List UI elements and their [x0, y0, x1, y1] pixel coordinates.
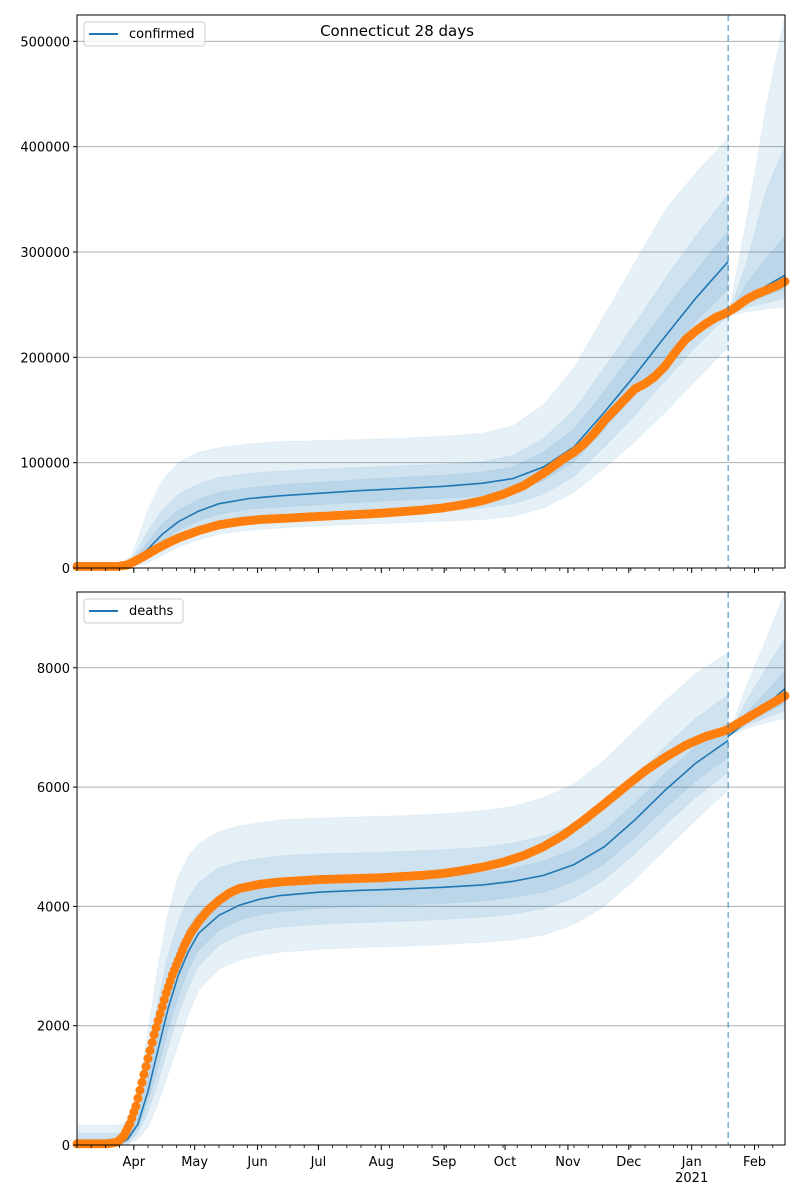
x-tick-label: Apr [123, 1155, 146, 1170]
observed-point [139, 1069, 149, 1079]
x-tick-label: Dec [616, 1155, 641, 1170]
y-tick-label: 300000 [20, 246, 70, 261]
legend-label: deaths [129, 604, 174, 619]
observed-points [72, 277, 790, 571]
confidence-bands [76, 591, 786, 1146]
confidence-bands [76, 14, 786, 569]
confirmed-panel: 0 100000 200000 300000 400000 500000 Connecti… [20, 14, 790, 577]
legend-box [83, 21, 206, 47]
axes-border [76, 591, 786, 1146]
y-tick-label: 8000 [37, 662, 70, 677]
band-outer [76, 651, 729, 1146]
observed-point [155, 1009, 165, 1019]
legend-box [83, 598, 184, 624]
observed-point [143, 1054, 153, 1063]
axes-frame [76, 14, 786, 569]
model-series-line [77, 739, 729, 1146]
deaths-panel: 0 2000 4000 6000 8000 Apr May Jun Jul Aug Sep Oct N… [37, 591, 790, 1186]
y-tick-label: 4000 [37, 900, 70, 915]
legend: confirmed [83, 21, 206, 47]
observed-point [137, 1077, 147, 1087]
y-tick-label: 2000 [37, 1020, 70, 1035]
y-tick-label: 100000 [20, 457, 70, 472]
observed-point [133, 1093, 143, 1103]
y-tick-label: 200000 [20, 351, 70, 366]
observed-point [151, 1023, 161, 1033]
x-tick-label: May [181, 1155, 208, 1170]
y-axis-ticks: 0 100000 200000 300000 400000 500000 [20, 35, 77, 577]
x-axis-ticks [76, 568, 774, 573]
x-year-label: 2021 [675, 1171, 708, 1186]
grid-lines [77, 667, 785, 1027]
y-tick-label: 500000 [20, 35, 70, 50]
x-tick-label: Feb [743, 1155, 766, 1170]
axes-frame [76, 591, 786, 1146]
x-tick-label: Jan [681, 1155, 702, 1170]
observed-point [147, 1038, 157, 1048]
y-axis-ticks: 0 2000 4000 6000 8000 [37, 662, 77, 1154]
x-tick-label: Jun [246, 1155, 267, 1170]
observed-point [131, 1101, 141, 1111]
x-tick-label: Nov [555, 1155, 581, 1170]
chart-title: Connecticut 28 days [320, 22, 474, 40]
y-tick-label: 6000 [37, 781, 70, 796]
y-tick-label: 400000 [20, 141, 70, 156]
x-tick-label: Sep [432, 1155, 457, 1170]
x-tick-label: Jul [310, 1155, 327, 1170]
axes-border [76, 14, 786, 569]
y-tick-label: 0 [62, 562, 70, 577]
legend: deaths [83, 598, 184, 624]
y-tick-label: 0 [62, 1139, 70, 1154]
legend-label: confirmed [129, 27, 195, 42]
observed-point [145, 1046, 155, 1055]
observed-points [72, 691, 790, 1149]
observed-point [159, 995, 169, 1005]
x-tick-label: Oct [494, 1155, 516, 1170]
x-axis-ticks: Apr May Jun Jul Aug Sep Oct Nov Dec Jan Feb 2021 [76, 1145, 774, 1186]
observed-point [157, 1002, 167, 1012]
observed-point [141, 1062, 151, 1071]
model-series-line [77, 260, 729, 569]
observed-point [149, 1030, 159, 1040]
x-tick-label: Aug [369, 1155, 394, 1170]
observed-point [135, 1085, 145, 1095]
observed-point [153, 1016, 163, 1026]
